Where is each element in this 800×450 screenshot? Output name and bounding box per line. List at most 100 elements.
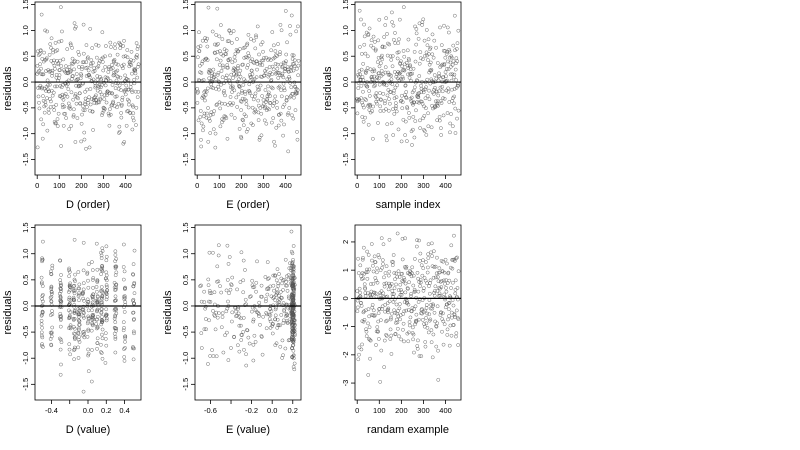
data-point [90,321,95,325]
y-tick-label: -0.5 [181,326,190,339]
data-point [202,289,206,294]
data-point [365,267,369,272]
data-point [414,295,419,300]
data-point [381,291,386,296]
data-point [286,294,291,299]
data-point [453,67,458,72]
data-point [356,86,361,90]
data-point [84,74,89,78]
data-point [224,116,229,120]
data-point [383,309,387,314]
data-point [437,71,441,76]
data-point [360,271,365,275]
data-point [242,347,246,352]
data-point [104,276,108,281]
data-point [364,98,368,102]
data-point [51,47,55,52]
data-point [282,307,286,312]
data-point [239,250,244,255]
data-point [218,106,223,111]
data-point [113,350,118,355]
data-point [378,380,383,384]
data-point [100,319,105,324]
data-point [283,69,287,73]
data-point [377,306,382,311]
data-point [77,91,82,96]
data-point [71,297,76,302]
data-point [447,30,451,35]
data-point [389,58,394,62]
data-point [356,305,360,310]
data-point [419,83,423,88]
data-point [68,352,72,357]
data-point [289,321,294,325]
data-point [295,137,300,142]
data-point [387,269,392,274]
data-point [205,36,209,41]
data-point [114,285,119,290]
data-point [291,283,295,288]
data-point [73,272,77,277]
data-point [199,137,203,142]
data-point [79,72,83,76]
data-point [115,105,119,110]
data-point [264,296,268,301]
data-point [418,126,422,130]
data-point [243,79,248,84]
data-point [86,319,91,324]
data-point [388,101,392,106]
data-point [40,342,44,346]
data-point [413,119,418,123]
data-point [219,290,224,295]
data-point [244,114,248,119]
data-point [245,65,249,70]
data-point [100,336,105,341]
data-point [378,318,383,323]
data-point [407,111,411,115]
data-point [49,59,54,63]
data-point [280,338,285,343]
data-point [425,77,430,82]
x-axis-label: sample index [376,199,441,211]
data-point [396,309,400,313]
data-point [230,90,234,94]
data-point [434,76,439,81]
data-point [232,66,236,71]
data-point [259,133,264,138]
data-point [241,290,246,295]
data-point [86,328,91,333]
data-point [450,63,455,67]
data-point [131,310,135,315]
data-point [358,45,362,49]
data-point [287,75,291,79]
data-point [416,289,421,294]
data-point [90,109,95,114]
points-group [39,237,137,394]
data-point [79,121,84,126]
data-point [274,53,278,57]
data-point [288,24,292,28]
data-point [225,136,230,141]
data-point [39,330,44,335]
data-point [110,62,114,67]
y-axis-label: residuals [322,290,334,335]
data-point [94,241,99,246]
data-point [279,28,284,33]
data-point [382,284,387,289]
data-point [99,320,104,325]
data-point [454,78,458,83]
data-point [121,62,126,67]
data-point [429,302,434,307]
data-point [58,324,63,329]
data-point [100,60,105,64]
data-point [399,293,404,297]
data-point [228,31,233,36]
data-point [258,322,262,327]
data-point [105,284,109,289]
data-point [63,112,68,116]
data-point [384,107,388,112]
data-point [430,32,435,37]
data-point [433,275,438,280]
plot-frame [194,224,302,401]
data-point [290,62,295,66]
